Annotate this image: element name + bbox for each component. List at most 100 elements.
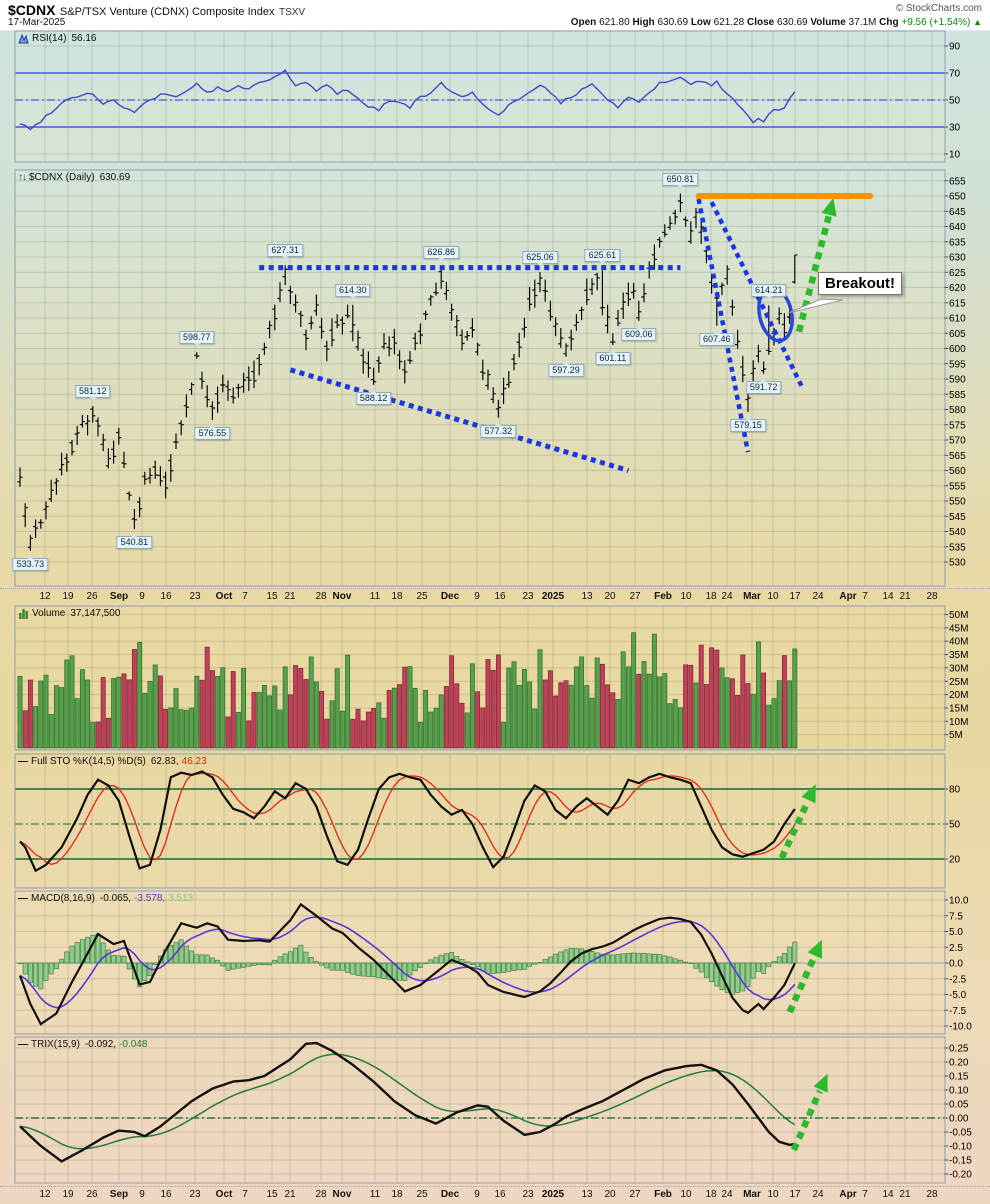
y-axis-label: 0.05 bbox=[949, 1100, 969, 1111]
y-axis-label: 565 bbox=[949, 451, 966, 462]
x-axis-label: 9 bbox=[474, 1189, 480, 1200]
y-axis-label: 20 bbox=[949, 855, 961, 866]
green-arrow-shaft bbox=[790, 1089, 823, 1152]
y-axis-label: 0.00 bbox=[949, 1114, 969, 1125]
volume-name: Volume bbox=[32, 608, 66, 619]
x-axis-label: 18 bbox=[391, 591, 403, 602]
trix-line bbox=[19, 1041, 796, 1163]
y-axis-label: 0.10 bbox=[949, 1086, 969, 1097]
green-arrow-shaft bbox=[778, 800, 811, 860]
trendline-dotted bbox=[289, 367, 630, 473]
y-axis-label: -10.0 bbox=[949, 1022, 972, 1033]
y-axis-label: 630 bbox=[949, 253, 966, 264]
chart-date: 17-Mar-2025 bbox=[8, 17, 66, 28]
x-axis-middle: 12 19 26 Sep 9 16 23 Oct 7 15 21 28 Nov 11 18 25 Dec 9 16 2… bbox=[0, 588, 990, 605]
macd-line bbox=[18, 902, 796, 1026]
y-axis-label: 35M bbox=[949, 650, 968, 661]
y-axis-label: 600 bbox=[949, 344, 966, 355]
x-axis-label: 10 bbox=[767, 591, 779, 602]
x-axis-label: Oct bbox=[215, 591, 233, 602]
x-axis-label: Dec bbox=[440, 1189, 460, 1200]
rsi-panel bbox=[15, 31, 945, 162]
price-panel bbox=[15, 170, 945, 586]
y-axis-label: 70 bbox=[949, 69, 961, 80]
y-axis-label: 555 bbox=[949, 481, 966, 492]
x-axis-label: 21 bbox=[899, 1189, 911, 1200]
x-axis-label: 25 bbox=[416, 1189, 428, 1200]
chart-header: $CDNX S&P/TSX Venture (CDNX) Composite I… bbox=[0, 0, 990, 30]
x-axis-label: 17 bbox=[789, 1189, 801, 1200]
line-icon: — bbox=[18, 756, 28, 767]
x-axis-label: 28 bbox=[926, 1189, 938, 1200]
x-axis-label: 24 bbox=[721, 1189, 733, 1200]
volume-value-label: 37,147,500 bbox=[70, 608, 121, 619]
x-axis-label: 16 bbox=[160, 1189, 172, 1200]
x-axis-label: 27 bbox=[629, 591, 641, 602]
rsi-name: RSI(14) bbox=[32, 33, 67, 44]
y-axis-label: 550 bbox=[949, 497, 966, 508]
x-axis-label: 28 bbox=[926, 591, 938, 602]
x-axis-label: 26 bbox=[86, 591, 98, 602]
y-axis-label: 50M bbox=[949, 610, 968, 621]
sto-k-line bbox=[19, 770, 796, 873]
y-axis-label: 50 bbox=[949, 820, 961, 831]
x-axis-label: 18 bbox=[705, 1189, 717, 1200]
trix-value: -0.092, bbox=[84, 1039, 117, 1050]
x-axis-label: 28 bbox=[315, 591, 327, 602]
sto-name: Full STO %K(14,5) %D(5) bbox=[31, 756, 146, 767]
x-axis-label: 19 bbox=[62, 1189, 74, 1200]
x-axis-label: 7 bbox=[862, 591, 868, 602]
y-axis-label: 45M bbox=[949, 623, 968, 634]
x-axis-label: Apr bbox=[839, 1189, 857, 1200]
y-axis-label: 640 bbox=[949, 222, 966, 233]
x-axis-label: 13 bbox=[581, 1189, 593, 1200]
x-axis-label: Apr bbox=[839, 591, 857, 602]
rsi-line bbox=[19, 69, 796, 131]
x-axis-label: 11 bbox=[369, 1189, 381, 1200]
close-value: 630.69 bbox=[777, 17, 808, 28]
y-axis-label: 540 bbox=[949, 527, 966, 538]
x-axis-label: 19 bbox=[62, 591, 74, 602]
green-arrow-shaft bbox=[786, 955, 818, 1014]
y-axis-label: 645 bbox=[949, 207, 966, 218]
up-triangle-icon: ▲ bbox=[973, 17, 982, 27]
y-axis-label: -0.15 bbox=[949, 1156, 972, 1167]
high-label: High bbox=[632, 17, 655, 28]
rsi-icon bbox=[18, 33, 29, 44]
y-axis-label: 585 bbox=[949, 390, 966, 401]
x-axis-label: 16 bbox=[494, 1189, 506, 1200]
y-axis-label: 530 bbox=[949, 558, 966, 569]
y-axis-label: 10.0 bbox=[949, 896, 969, 907]
y-axis-label: 0.25 bbox=[949, 1044, 969, 1055]
close-label: Close bbox=[746, 17, 775, 28]
x-axis-label: 24 bbox=[812, 591, 824, 602]
price-value: 630.69 bbox=[99, 172, 131, 183]
sto-k-value: 62.83, bbox=[150, 756, 179, 767]
symbol: $CDNX bbox=[8, 2, 56, 18]
trix-title: — TRIX(15,9) -0.092, -0.048 bbox=[18, 1039, 147, 1050]
breakout-callout-pointer bbox=[787, 298, 844, 314]
trix-name: TRIX(15,9) bbox=[31, 1039, 80, 1050]
y-axis-label: 25M bbox=[949, 677, 968, 688]
line-icon: — bbox=[18, 1039, 28, 1050]
x-axis-label: Nov bbox=[332, 1189, 352, 1200]
volume-label: Volume bbox=[810, 17, 846, 28]
green-arrow-head bbox=[807, 939, 822, 959]
x-axis-label: 16 bbox=[160, 591, 172, 602]
y-axis-label: 615 bbox=[949, 298, 966, 309]
y-axis-label: 0.0 bbox=[949, 959, 963, 970]
x-axis-label: 14 bbox=[882, 1189, 894, 1200]
volume-value: 37.1M bbox=[848, 17, 877, 28]
y-axis-label: 625 bbox=[949, 268, 966, 279]
y-axis-label: 50 bbox=[949, 96, 961, 107]
x-axis-label: 13 bbox=[581, 591, 593, 602]
y-axis-label: 610 bbox=[949, 314, 966, 325]
x-axis-label: Mar bbox=[743, 591, 761, 602]
x-axis-label: 9 bbox=[474, 591, 480, 602]
sto-panel bbox=[15, 754, 945, 888]
open-label: Open bbox=[570, 17, 597, 28]
x-axis-label: Dec bbox=[440, 591, 460, 602]
x-axis-label: 7 bbox=[862, 1189, 868, 1200]
